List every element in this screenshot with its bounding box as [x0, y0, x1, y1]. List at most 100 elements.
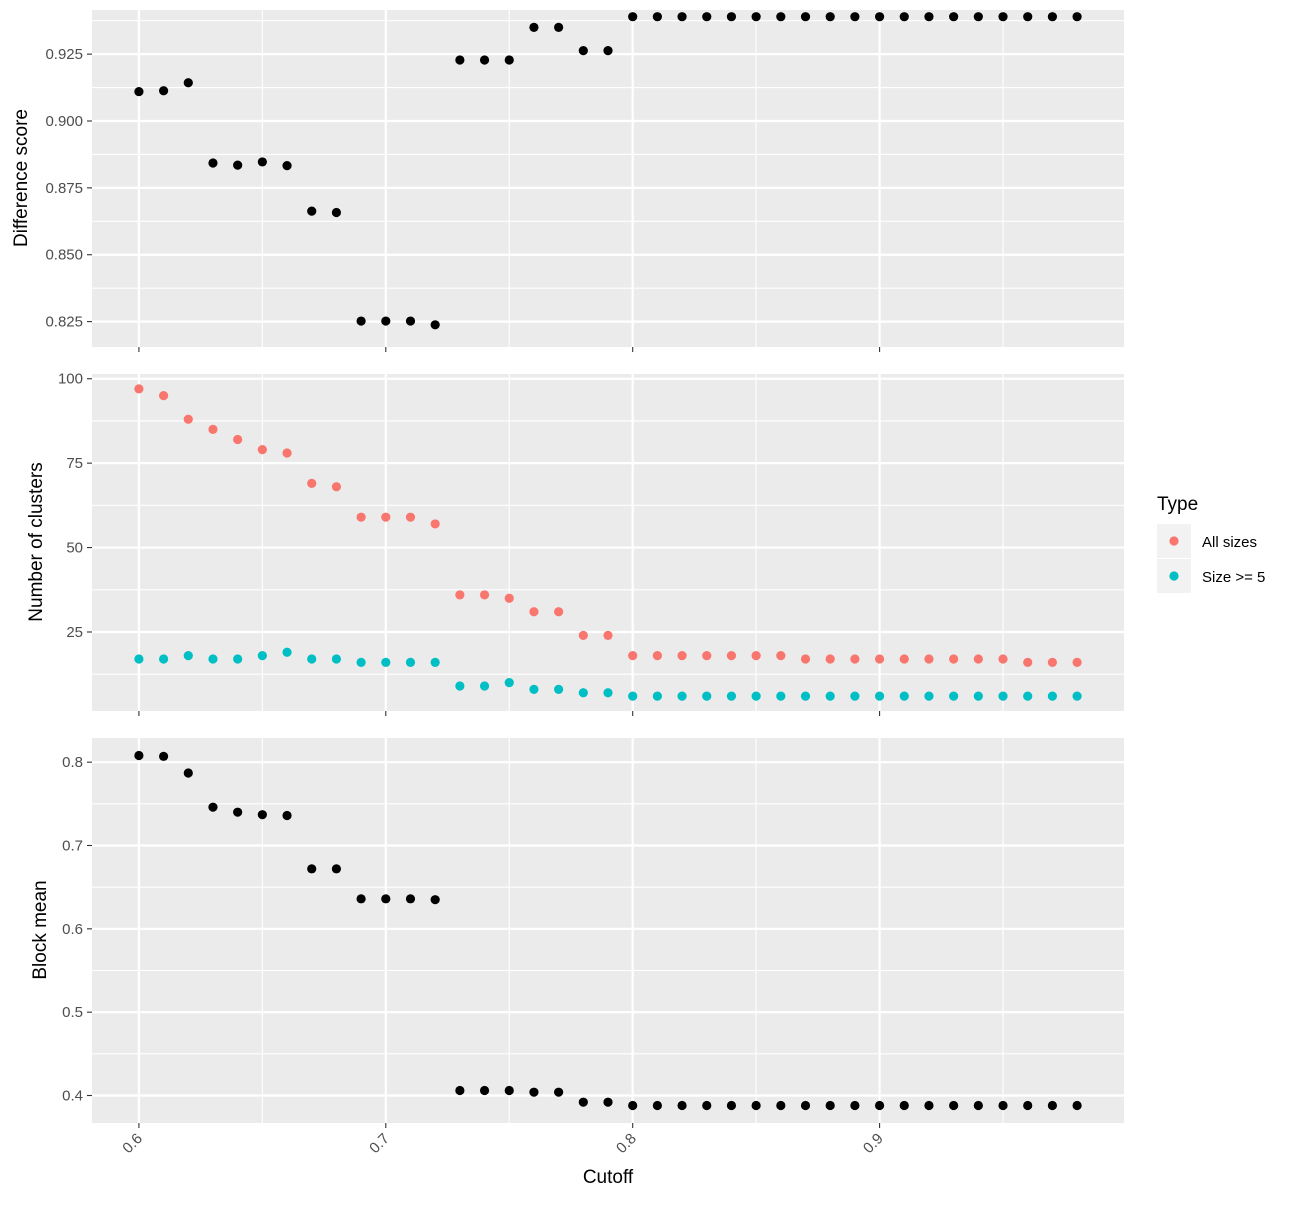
data-point: [702, 12, 712, 22]
data-point: [603, 46, 613, 56]
data-point: [677, 691, 687, 701]
data-point: [1047, 12, 1058, 22]
data-point: [455, 681, 465, 691]
data-point: [430, 657, 440, 667]
data-point: [924, 654, 934, 664]
data-point: [282, 448, 292, 458]
data-point: [1072, 657, 1082, 667]
data-point: [381, 657, 391, 667]
data-point: [825, 691, 835, 701]
data-point: [381, 894, 391, 904]
data-point: [208, 654, 218, 664]
data-point: [1072, 691, 1082, 701]
data-point: [504, 678, 514, 688]
y-tick-label: 25: [66, 624, 83, 641]
data-point: [702, 651, 712, 661]
data-point: [726, 651, 737, 661]
data-point: [652, 12, 662, 22]
data-point: [603, 630, 613, 640]
data-point: [800, 691, 811, 701]
data-point: [1047, 657, 1058, 667]
data-point: [381, 512, 391, 522]
data-point: [331, 864, 342, 874]
x-tick-label: 0.9: [860, 1130, 887, 1157]
legend-title: Type: [1157, 494, 1198, 515]
data-point: [850, 1100, 860, 1111]
data-point: [751, 1100, 761, 1111]
data-point: [282, 810, 292, 821]
data-point: [158, 86, 169, 96]
data-point: [282, 647, 292, 657]
data-point: [850, 654, 860, 664]
y-axis-ticks: 0.825 0.850 0.875 0.900 0.925: [45, 46, 92, 331]
data-point: [949, 691, 959, 701]
y-tick-label: 0.925: [45, 46, 83, 63]
data-point: [1023, 691, 1033, 701]
data-point: [529, 22, 539, 32]
y-axis-title: Block mean: [30, 880, 51, 979]
data-point: [233, 434, 243, 445]
data-point: [800, 654, 811, 664]
data-point: [554, 22, 564, 32]
data-point: [134, 86, 144, 97]
y-tick-label: 0.850: [45, 247, 83, 264]
data-point: [998, 12, 1008, 22]
data-point: [652, 691, 662, 701]
data-point: [800, 1100, 811, 1111]
data-point: [1023, 12, 1033, 22]
data-point: [998, 691, 1008, 701]
data-point: [751, 691, 761, 701]
data-point: [652, 1100, 662, 1111]
data-point: [998, 654, 1008, 664]
data-point: [726, 1100, 737, 1111]
data-point: [949, 1100, 959, 1111]
y-tick-label: 75: [66, 455, 83, 472]
data-point: [874, 1100, 885, 1111]
data-point: [356, 512, 366, 522]
data-point: [307, 206, 317, 216]
y-axis-ticks: 0.4 0.5 0.6 0.7 0.8: [62, 754, 92, 1105]
data-point: [134, 750, 144, 761]
data-point: [158, 751, 169, 761]
panel-background: [92, 374, 1124, 711]
data-point: [652, 651, 662, 661]
y-tick-label: 0.7: [62, 838, 83, 855]
data-point: [479, 590, 490, 600]
data-point: [356, 657, 366, 667]
data-point: [677, 1100, 687, 1111]
data-point: [874, 12, 885, 22]
data-point: [751, 651, 761, 661]
data-point: [578, 630, 588, 640]
data-point: [381, 316, 391, 326]
x-tick-label: 0.8: [613, 1130, 640, 1157]
data-point: [578, 46, 588, 56]
legend-label-size-5: Size >= 5: [1202, 569, 1265, 586]
data-point: [208, 158, 218, 168]
data-point: [405, 512, 416, 522]
data-point: [554, 1087, 564, 1097]
data-point: [405, 316, 416, 326]
data-point: [973, 1100, 983, 1111]
x-tick-label: 0.7: [366, 1130, 393, 1157]
panel-block-mean: 0.4 0.5 0.6 0.7 0.8 0.6 0.7 0.8 0.9 Block mean: [30, 738, 1124, 1157]
y-tick-label: 0.4: [62, 1088, 83, 1105]
data-point: [702, 691, 712, 701]
data-point: [529, 607, 539, 617]
data-point: [751, 12, 761, 22]
data-point: [405, 657, 416, 667]
x-axis-ticks: [138, 1123, 881, 1128]
data-point: [1072, 12, 1082, 22]
data-point: [1023, 657, 1033, 667]
data-point: [949, 12, 959, 22]
data-point: [554, 607, 564, 617]
data-point: [307, 478, 317, 489]
data-point: [257, 157, 267, 167]
data-point: [233, 654, 243, 664]
data-point: [504, 55, 514, 65]
x-axis-ticks: [138, 711, 881, 716]
data-point: [1072, 1100, 1082, 1111]
legend-key-all-sizes: [1169, 536, 1179, 546]
data-point: [1023, 1100, 1033, 1111]
x-axis-ticks: [138, 347, 881, 352]
